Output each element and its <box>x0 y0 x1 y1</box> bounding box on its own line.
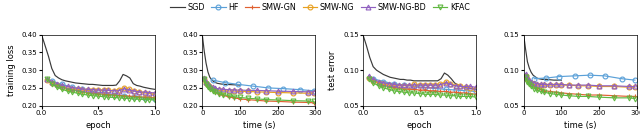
X-axis label: epoch: epoch <box>85 121 111 130</box>
Y-axis label: training loss: training loss <box>7 44 16 96</box>
X-axis label: time (s): time (s) <box>564 121 596 130</box>
X-axis label: epoch: epoch <box>406 121 433 130</box>
Y-axis label: test error: test error <box>328 50 337 90</box>
Legend: SGD, HF, SMW-GN, SMW-NG, SMW-NG-BD, KFAC: SGD, HF, SMW-GN, SMW-NG, SMW-NG-BD, KFAC <box>167 0 473 15</box>
X-axis label: time (s): time (s) <box>243 121 275 130</box>
